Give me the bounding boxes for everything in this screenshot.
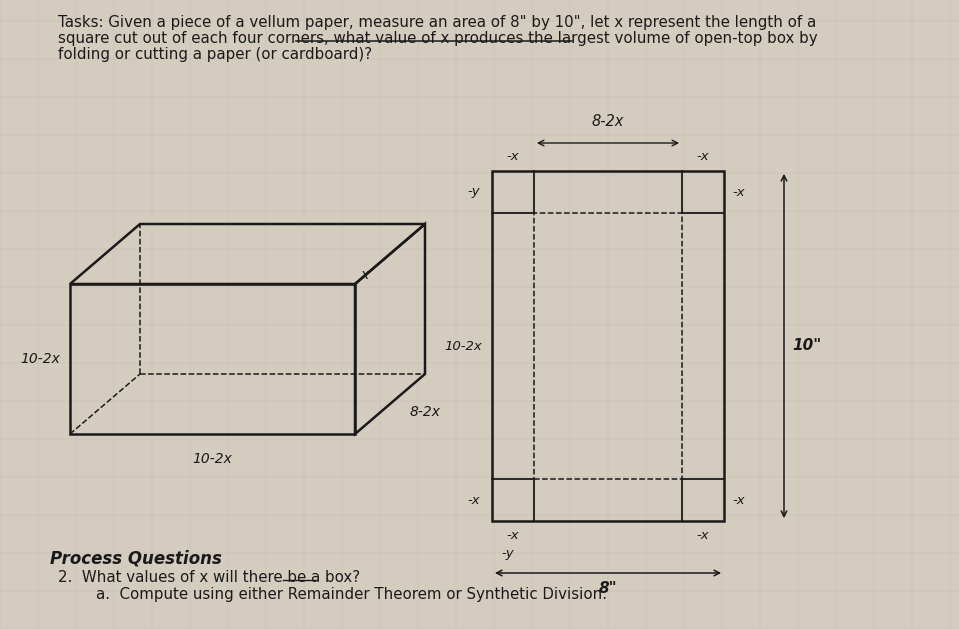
Text: 8-2x: 8-2x (592, 114, 624, 129)
Text: a.  Compute using either Remainder Theorem or Synthetic Division.: a. Compute using either Remainder Theore… (58, 586, 607, 601)
Text: 8-2x: 8-2x (410, 405, 441, 419)
Text: -y: -y (502, 547, 514, 560)
Text: Tasks: Given a piece of a vellum paper, measure an area of 8" by 10", let x repr: Tasks: Given a piece of a vellum paper, … (58, 14, 816, 30)
Text: -x: -x (506, 529, 520, 542)
Text: 8": 8" (598, 581, 618, 596)
Text: 10": 10" (792, 338, 821, 353)
Text: square cut out of each four corners, what value of x produces the largest volume: square cut out of each four corners, wha… (58, 30, 818, 45)
Text: 2.  What values of x will there be a box?: 2. What values of x will there be a box? (58, 569, 361, 584)
Text: 10-2x: 10-2x (193, 452, 232, 466)
Text: -x: -x (732, 186, 744, 199)
Text: -x: -x (506, 150, 520, 163)
Text: -y: -y (467, 186, 480, 199)
Text: 10-2x: 10-2x (20, 352, 60, 366)
Text: folding or cutting a paper (or cardboard)?: folding or cutting a paper (or cardboard… (58, 47, 372, 62)
Text: x: x (360, 268, 368, 282)
Text: -x: -x (696, 150, 710, 163)
Text: Process Questions: Process Questions (50, 550, 222, 568)
Text: -x: -x (732, 494, 744, 506)
Text: -x: -x (696, 529, 710, 542)
Text: -x: -x (467, 494, 480, 506)
Text: 10-2x: 10-2x (444, 340, 482, 352)
